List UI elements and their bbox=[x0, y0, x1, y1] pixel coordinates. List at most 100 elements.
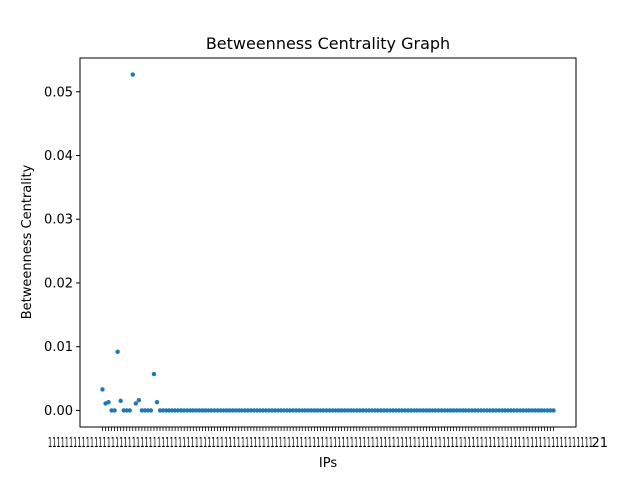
data-point bbox=[348, 408, 353, 413]
data-point bbox=[236, 408, 241, 413]
data-point bbox=[527, 408, 532, 413]
data-point bbox=[130, 72, 135, 77]
data-point bbox=[106, 399, 111, 405]
data-point bbox=[257, 408, 263, 413]
data-point bbox=[239, 408, 244, 413]
x-tick-labels-overlapping: 1111111111111111111111111111111111111111… bbox=[48, 436, 593, 451]
data-point bbox=[524, 408, 529, 413]
data-point bbox=[251, 408, 257, 413]
data-point bbox=[451, 408, 456, 413]
y-axis-ticks: 0.00 0.01 0.02 0.03 0.04 0.05 bbox=[44, 85, 80, 419]
data-point bbox=[372, 408, 378, 413]
data-point bbox=[518, 408, 523, 413]
data-point bbox=[406, 408, 411, 413]
data-point bbox=[260, 408, 266, 413]
data-point bbox=[499, 408, 505, 413]
data-point bbox=[542, 408, 547, 413]
data-point bbox=[321, 408, 326, 413]
data-point bbox=[508, 408, 514, 413]
data-point bbox=[109, 408, 114, 413]
data-point bbox=[487, 408, 493, 413]
data-point bbox=[290, 408, 296, 413]
plot-area: 0.00 0.01 0.02 0.03 0.04 0.05 111111111111111… bbox=[44, 57, 608, 451]
data-point bbox=[139, 408, 145, 413]
data-point bbox=[333, 408, 338, 413]
data-point bbox=[266, 408, 272, 413]
data-point bbox=[269, 408, 275, 413]
data-point bbox=[396, 408, 402, 413]
data-point bbox=[469, 408, 474, 413]
data-point bbox=[378, 408, 384, 413]
data-point bbox=[142, 408, 148, 413]
data-point bbox=[188, 408, 193, 413]
data-point bbox=[297, 408, 302, 413]
data-point bbox=[490, 408, 496, 413]
data-point bbox=[472, 408, 478, 413]
data-point bbox=[272, 408, 278, 413]
data-point bbox=[460, 408, 465, 413]
data-point bbox=[463, 408, 468, 413]
data-point bbox=[275, 408, 281, 413]
data-point bbox=[182, 408, 187, 413]
plot-frame bbox=[79, 57, 577, 428]
data-point bbox=[484, 408, 490, 413]
data-point bbox=[402, 408, 408, 413]
data-point bbox=[454, 408, 459, 413]
data-point bbox=[366, 408, 372, 413]
data-point bbox=[330, 408, 335, 413]
data-point bbox=[539, 408, 544, 413]
data-point bbox=[263, 408, 269, 413]
data-point bbox=[548, 408, 553, 413]
y-tick-label: 0.05 bbox=[44, 85, 73, 100]
data-point bbox=[278, 408, 284, 413]
data-point bbox=[375, 408, 381, 413]
data-point bbox=[175, 408, 181, 413]
data-point bbox=[442, 408, 447, 413]
data-point bbox=[230, 408, 235, 413]
y-tick-label: 0.03 bbox=[44, 213, 73, 228]
data-point bbox=[412, 408, 417, 413]
data-point bbox=[533, 408, 538, 413]
data-point bbox=[163, 408, 169, 413]
data-point bbox=[466, 408, 471, 413]
data-point bbox=[185, 408, 190, 413]
data-point bbox=[218, 408, 223, 413]
data-point bbox=[197, 408, 202, 413]
data-point bbox=[511, 408, 517, 413]
data-point bbox=[124, 408, 129, 413]
data-point bbox=[399, 408, 405, 413]
data-point bbox=[424, 408, 429, 413]
data-point bbox=[233, 408, 238, 413]
y-tick-label: 0.01 bbox=[44, 340, 73, 355]
data-point bbox=[227, 408, 232, 413]
data-point bbox=[493, 408, 499, 413]
data-point bbox=[481, 408, 487, 413]
data-point bbox=[354, 408, 359, 413]
data-point bbox=[100, 387, 105, 392]
data-point bbox=[530, 408, 535, 413]
data-point bbox=[136, 398, 142, 403]
data-point bbox=[360, 408, 366, 413]
data-point bbox=[203, 408, 208, 413]
data-point bbox=[433, 408, 438, 413]
data-point bbox=[194, 408, 199, 413]
data-point bbox=[287, 408, 293, 413]
data-point bbox=[254, 408, 260, 413]
data-point bbox=[415, 408, 420, 413]
data-point bbox=[166, 408, 172, 413]
data-point bbox=[393, 408, 399, 413]
data-point bbox=[127, 408, 132, 413]
data-point bbox=[148, 408, 154, 413]
data-point bbox=[430, 408, 435, 413]
y-tick-label: 0.00 bbox=[44, 404, 73, 419]
data-point bbox=[345, 408, 350, 413]
data-point bbox=[121, 408, 126, 413]
data-point bbox=[191, 408, 196, 413]
data-point bbox=[439, 408, 444, 413]
data-point bbox=[478, 408, 484, 413]
data-point bbox=[421, 408, 426, 413]
data-point bbox=[384, 408, 390, 413]
data-point bbox=[221, 408, 226, 413]
data-point bbox=[387, 408, 393, 413]
